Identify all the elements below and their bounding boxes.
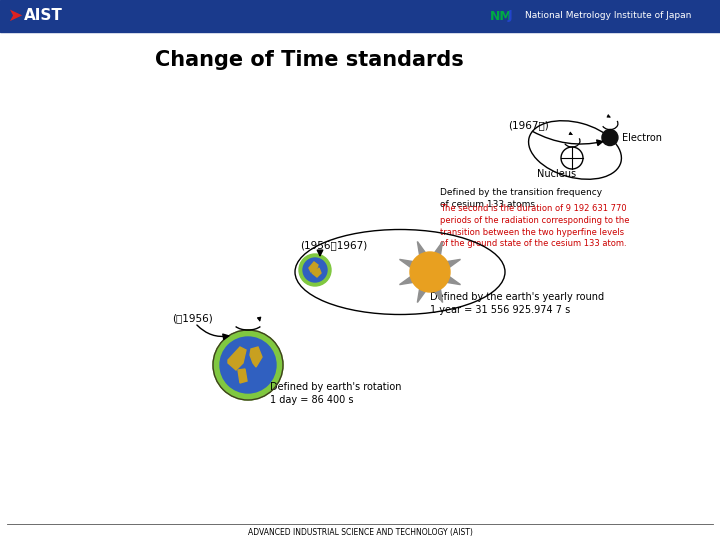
Text: Electron: Electron [622, 132, 662, 143]
Polygon shape [228, 347, 246, 370]
Circle shape [220, 337, 276, 393]
Text: (1967〜): (1967〜) [508, 120, 549, 130]
Polygon shape [435, 241, 443, 255]
Text: ➤: ➤ [8, 7, 23, 25]
Circle shape [602, 130, 618, 146]
Circle shape [410, 252, 450, 292]
Polygon shape [238, 369, 247, 383]
Text: Nucleus: Nucleus [537, 169, 576, 179]
Text: (〜1956): (〜1956) [172, 313, 212, 323]
Polygon shape [250, 347, 262, 367]
Polygon shape [400, 276, 413, 285]
Polygon shape [447, 276, 461, 285]
Polygon shape [312, 268, 321, 277]
Polygon shape [418, 241, 426, 255]
Circle shape [303, 258, 327, 282]
Text: Defined by the earth's yearly round
1 year = 31 556 925.974 7 s: Defined by the earth's yearly round 1 ye… [430, 292, 604, 315]
Circle shape [561, 147, 583, 169]
Text: J: J [508, 10, 513, 23]
Text: Defined by the transition frequency
of cesium 133 atoms: Defined by the transition frequency of c… [440, 188, 602, 209]
Text: Defined by earth's rotation
1 day = 86 400 s: Defined by earth's rotation 1 day = 86 4… [270, 382, 402, 405]
Text: NM: NM [490, 10, 513, 23]
Text: ADVANCED INDUSTRIAL SCIENCE AND TECHNOLOGY (AIST): ADVANCED INDUSTRIAL SCIENCE AND TECHNOLO… [248, 528, 472, 537]
Polygon shape [447, 259, 461, 267]
Bar [0, 0, 720, 32]
Text: The second is the duration of 9 192 631 770
periods of the radiation correspondi: The second is the duration of 9 192 631 … [440, 204, 629, 248]
Polygon shape [418, 289, 426, 302]
Text: (1956〜1967): (1956〜1967) [300, 240, 367, 250]
Polygon shape [435, 289, 443, 302]
Text: Change of Time standards: Change of Time standards [155, 50, 464, 70]
Circle shape [299, 254, 331, 286]
Text: AIST: AIST [24, 9, 63, 24]
Circle shape [213, 330, 283, 400]
Text: National Metrology Institute of Japan: National Metrology Institute of Japan [525, 11, 691, 21]
Polygon shape [400, 259, 413, 267]
Polygon shape [309, 262, 318, 272]
